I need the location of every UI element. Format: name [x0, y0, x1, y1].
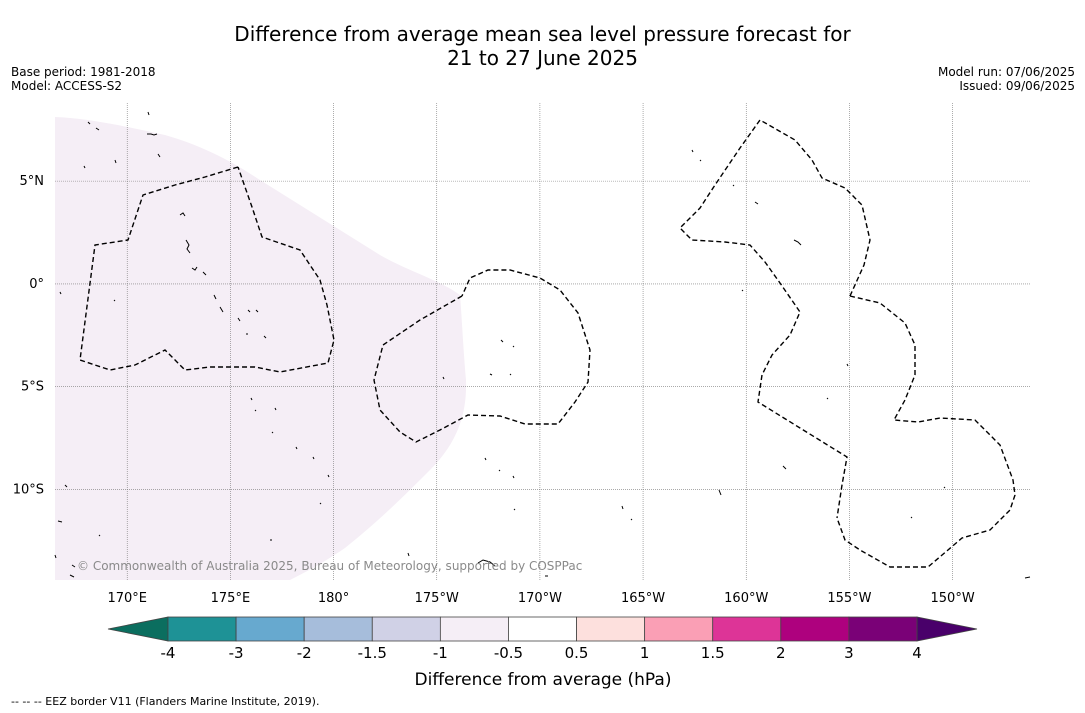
latitude-label: 5°N: [20, 174, 45, 189]
colorbar: -4 -3 -2 -1.5 -1 -0.5 0.5 1 1.5 2 3 4: [107, 616, 978, 662]
island: [59, 291, 330, 505]
island-outlines: [54, 111, 1031, 579]
colorbar-segment: [303, 616, 373, 642]
issued-text: Issued: 09/06/2025: [959, 79, 1075, 93]
copyright-notice: © Commonwealth of Australia 2025, Bureau…: [77, 559, 582, 573]
colorbar-tick-label: 0.5: [565, 644, 589, 662]
eez-footnote: -- -- -- EEZ border V11 (Flanders Marine…: [11, 695, 320, 708]
colorbar-tick-label: 2: [776, 644, 786, 662]
longitude-label: 155°W: [827, 591, 871, 606]
colorbar-tick-label: 4: [912, 644, 922, 662]
eez-border-eastern-north: [679, 119, 871, 519]
colorbar-under-arrow: [107, 616, 169, 642]
eez-border-western: [79, 166, 335, 373]
anomaly-region-shading: [55, 117, 467, 580]
colorbar-tick-label: -1: [433, 644, 448, 662]
longitude-label: 165°W: [621, 591, 665, 606]
colorbar-segment: [576, 616, 646, 642]
eez-border-central: [373, 269, 591, 443]
colorbar-segment: [644, 616, 714, 642]
colorbar-tick-label: -0.5: [494, 644, 523, 662]
latitude-label: 10°S: [13, 483, 44, 498]
eez-border-eastern-south: [836, 295, 1016, 568]
longitude-label: 175°W: [415, 591, 459, 606]
island: [621, 149, 1031, 579]
latitude-labels: 5°N 0° 5°S 10°S: [13, 174, 44, 497]
latitude-label: 5°S: [21, 380, 44, 395]
island: [407, 339, 548, 577]
colorbar-segment: [371, 616, 441, 642]
longitude-label: 170°W: [518, 591, 562, 606]
colorbar-segment: [712, 616, 782, 642]
meta-right: Model run: 07/06/2025 Issued: 09/06/2025: [938, 65, 1075, 93]
chart-title-line2: 21 to 27 June 2025: [447, 46, 638, 70]
colorbar-segment: [508, 616, 577, 642]
colorbar-segment: [780, 616, 850, 642]
colorbar-segment: [167, 616, 237, 642]
colorbar-tick-label: 3: [844, 644, 854, 662]
colorbar-segment: [848, 616, 918, 642]
gridlines: [55, 103, 1031, 580]
longitude-label: 180°: [318, 591, 349, 606]
longitude-label: 150°W: [931, 591, 975, 606]
longitude-label: 175°E: [211, 591, 251, 606]
longitude-label: 170°E: [107, 591, 147, 606]
colorbar-label: Difference from average (hPa): [415, 670, 672, 690]
colorbar-tick-label: -3: [229, 644, 244, 662]
colorbar-tick-label: -1.5: [358, 644, 387, 662]
chart-title-line1: Difference from average mean sea level p…: [234, 22, 851, 46]
colorbar-segment: [439, 616, 509, 642]
island: [54, 484, 272, 578]
island: [83, 111, 161, 169]
longitude-label: 160°W: [724, 591, 768, 606]
model-text: Model: ACCESS-S2: [11, 79, 123, 93]
colorbar-tick-label: -4: [161, 644, 176, 662]
colorbar-tick-label: 1: [640, 644, 650, 662]
longitude-labels: 170°E 175°E 180° 175°W 170°W 165°W 160°W 155°W 1…: [107, 591, 974, 606]
colorbar-over-arrow: [916, 616, 978, 642]
base-period-text: Base period: 1981-2018: [11, 65, 156, 79]
eez-borders: [79, 119, 1016, 568]
latitude-label: 0°: [29, 277, 44, 292]
colorbar-tick-label: -2: [297, 644, 312, 662]
meta-left: Base period: 1981-2018 Model: ACCESS-S2: [11, 65, 156, 93]
model-run-text: Model run: 07/06/2025: [937, 65, 1075, 79]
colorbar-segment: [235, 616, 305, 642]
island: [179, 212, 267, 339]
colorbar-tick-label: 1.5: [701, 644, 725, 662]
